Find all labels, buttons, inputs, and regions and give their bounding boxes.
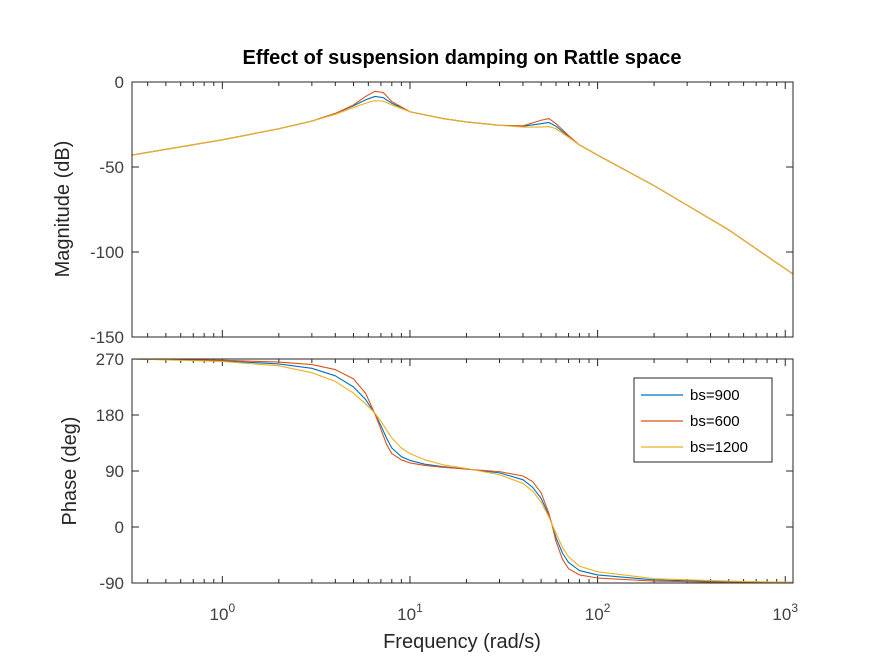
magnitude-series-line [131,100,794,275]
x-tick-label: 101 [397,601,423,624]
chart-title: Effect of suspension damping on Rattle s… [243,47,682,69]
phase-series-lines [131,358,794,584]
x-axis-label: Frequency (rad/s) [383,631,541,653]
legend-box [633,377,773,463]
magnitude-y-axis-label: Magnitude (dB) [52,141,74,278]
phase-y-tick-label: 180 [96,406,124,425]
phase-series-line [131,358,794,584]
phase-y-tick-label: -90 [99,574,124,593]
phase-y-tick-labels: 270 180 90 0 -90 [96,350,124,593]
magnitude-y-tick-label: -100 [90,243,124,262]
legend-label: bs=600 [690,413,740,430]
legend: bs=900 bs=600 bs=1200 [633,377,773,463]
legend-label: bs=900 [690,387,740,404]
magnitude-plot-area [132,82,793,337]
phase-y-tick-label: 0 [115,518,124,537]
magnitude-series-lines [131,90,794,275]
phase-ticks [132,358,793,584]
x-tick-label: 103 [772,601,798,624]
magnitude-y-tick-label: -50 [99,158,124,177]
phase-y-tick-label: 270 [96,350,124,369]
phase-axes-box [131,358,794,584]
phase-series-line [131,358,794,583]
magnitude-y-tick-labels: 0 -50 -100 -150 [90,73,124,347]
magnitude-y-tick-label: 0 [115,73,124,92]
x-tick-label: 100 [210,601,236,624]
phase-y-tick-label: 90 [105,462,124,481]
magnitude-panel: 0 -50 -100 -150 Magnitude (dB) [52,73,794,347]
x-tick-labels: 100 101 102 103 [210,601,799,624]
legend-label: bs=1200 [690,439,748,456]
phase-y-axis-label: Phase (deg) [59,417,81,526]
magnitude-axes-box [131,81,794,338]
x-tick-label: 102 [585,601,611,624]
magnitude-y-tick-label: -150 [90,328,124,347]
